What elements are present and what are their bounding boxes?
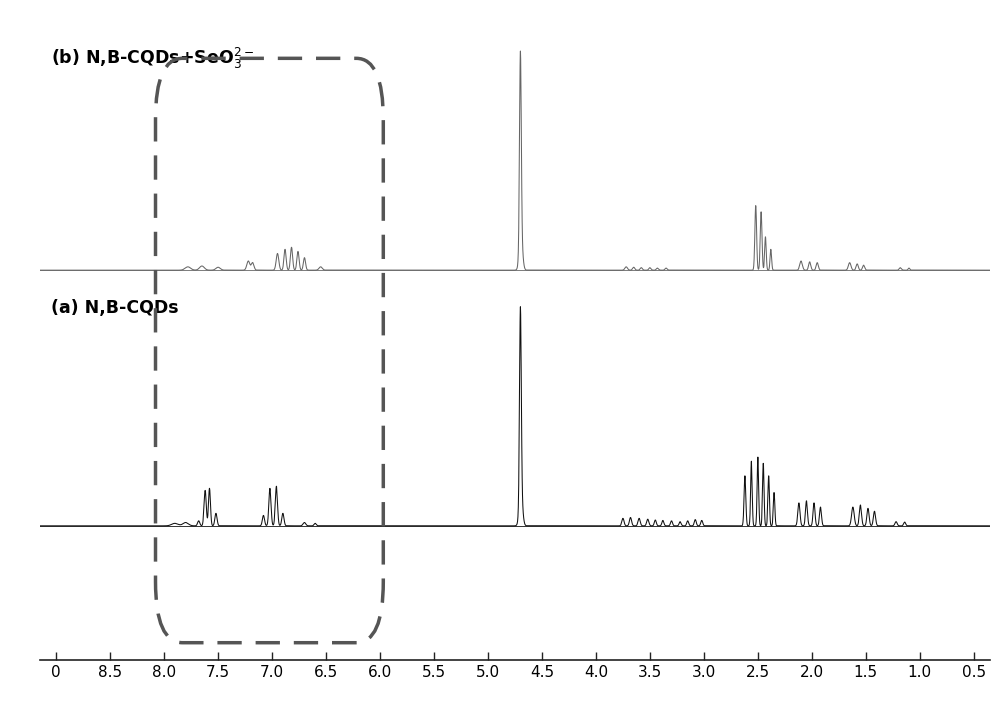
Text: (a) N,B-CQDs: (a) N,B-CQDs	[51, 299, 178, 318]
Text: (b) N,B-CQDs+SeO$_3^{2-}$: (b) N,B-CQDs+SeO$_3^{2-}$	[51, 46, 254, 71]
